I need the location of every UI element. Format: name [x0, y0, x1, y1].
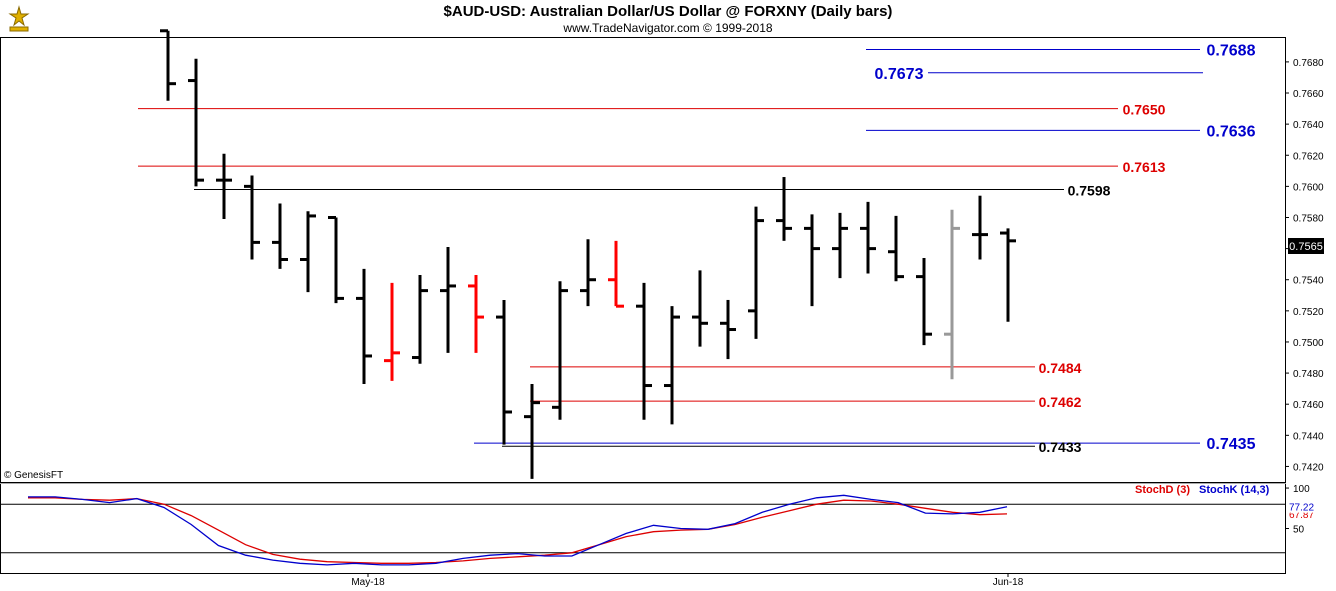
- price-bar: [552, 281, 568, 420]
- price-levels: 0.7688 0.7673 0.7650 0.7636 0.7613 0.7598 0.74…: [138, 42, 1256, 455]
- price-tick-label: 0.7440: [1293, 431, 1324, 442]
- chart-header: $AUD-USD: Australian Dollar/US Dollar @ …: [0, 0, 1336, 37]
- trade-navigator-logo-icon: [8, 5, 30, 32]
- price-bar: [160, 29, 176, 101]
- date-tick-label: May-18: [351, 577, 385, 588]
- level-label: 0.7435: [1207, 436, 1256, 453]
- price-bar: [496, 299, 512, 445]
- price-tick-label: 0.7640: [1293, 120, 1324, 131]
- price-plot-frame: [0, 37, 1286, 483]
- price-bar: [356, 268, 372, 384]
- price-bar: [580, 239, 596, 307]
- price-bar: [216, 153, 232, 220]
- price-tick-label: 0.7620: [1293, 151, 1324, 162]
- osc-tick-label: 100: [1293, 484, 1310, 495]
- price-bar: [328, 215, 344, 304]
- osc-last-value-label: 67.87: [1289, 510, 1314, 521]
- price-bar: [888, 215, 904, 282]
- price-tick-label: 0.7540: [1293, 276, 1324, 287]
- last-price-marker: 0.7565: [1288, 238, 1324, 254]
- osc-last-value-label: 77.22: [1289, 503, 1314, 514]
- price-bar: [944, 209, 960, 380]
- price-bar: [412, 275, 428, 364]
- price-tick-label: 0.7460: [1293, 400, 1324, 411]
- level-label: 0.7598: [1068, 182, 1111, 198]
- price-bar: [692, 270, 708, 347]
- level-label: 0.7433: [1039, 439, 1082, 455]
- stochd-legend: StochD (3): [1135, 484, 1190, 496]
- price-tick-label: 0.7480: [1293, 369, 1324, 380]
- date-tick-label: Jun-18: [993, 577, 1024, 588]
- level-label: 0.7688: [1207, 42, 1256, 59]
- price-bar: [384, 282, 400, 381]
- level-label: 0.7484: [1039, 360, 1082, 376]
- price-bar: [300, 211, 316, 293]
- date-axis: May-18 Jun-18: [351, 573, 1024, 588]
- price-bar: [748, 206, 764, 339]
- last-price-label: 0.7565: [1289, 241, 1323, 253]
- price-bar: [720, 299, 736, 360]
- level-label: 0.7636: [1207, 123, 1256, 140]
- chart-subtitle: www.TradeNavigator.com © 1999-2018: [563, 21, 773, 35]
- price-tick-label: 0.7420: [1293, 462, 1324, 473]
- price-bar: [664, 306, 680, 425]
- price-bar: [608, 240, 624, 308]
- price-bar: [524, 383, 540, 479]
- price-bar: [776, 177, 792, 241]
- price-tick-label: 0.7520: [1293, 307, 1324, 318]
- price-bar: [468, 275, 484, 353]
- copyright-label: © GenesisFT: [4, 470, 63, 481]
- price-bar: [244, 175, 260, 260]
- stochk-legend: StochK (14,3): [1199, 484, 1270, 496]
- price-bar: [804, 214, 820, 307]
- price-axis: 0.7420 0.7440 0.7460 0.7480 0.7500 0.7520 0.75…: [1285, 58, 1324, 473]
- price-tick-label: 0.7600: [1293, 182, 1324, 193]
- price-bar: [860, 201, 876, 274]
- chart-title: $AUD-USD: Australian Dollar/US Dollar @ …: [443, 3, 893, 20]
- price-tick-label: 0.7500: [1293, 338, 1324, 349]
- level-label: 0.7613: [1123, 159, 1166, 175]
- price-bar: [1000, 228, 1016, 322]
- price-tick-label: 0.7660: [1293, 89, 1324, 100]
- price-bar: [440, 247, 456, 353]
- price-bar: [832, 212, 848, 279]
- osc-line-stochd: [28, 497, 1008, 564]
- price-bar: [636, 282, 652, 420]
- price-bar: [972, 195, 988, 260]
- price-tick-label: 0.7580: [1293, 213, 1324, 224]
- level-label: 0.7462: [1039, 394, 1082, 410]
- price-bars: [160, 29, 1016, 479]
- osc-last-value-box: [1287, 500, 1317, 513]
- osc-line-stochk: [28, 494, 1008, 566]
- price-tick-label: 0.7680: [1293, 58, 1324, 69]
- price-bar: [916, 257, 932, 346]
- level-label: 0.7673: [875, 66, 924, 83]
- price-bar: [188, 58, 204, 187]
- osc-tick-label: 50: [1293, 525, 1305, 536]
- level-label: 0.7650: [1123, 102, 1166, 118]
- price-bar: [272, 203, 288, 269]
- oscillator-axis: 50 100: [0, 484, 1310, 554]
